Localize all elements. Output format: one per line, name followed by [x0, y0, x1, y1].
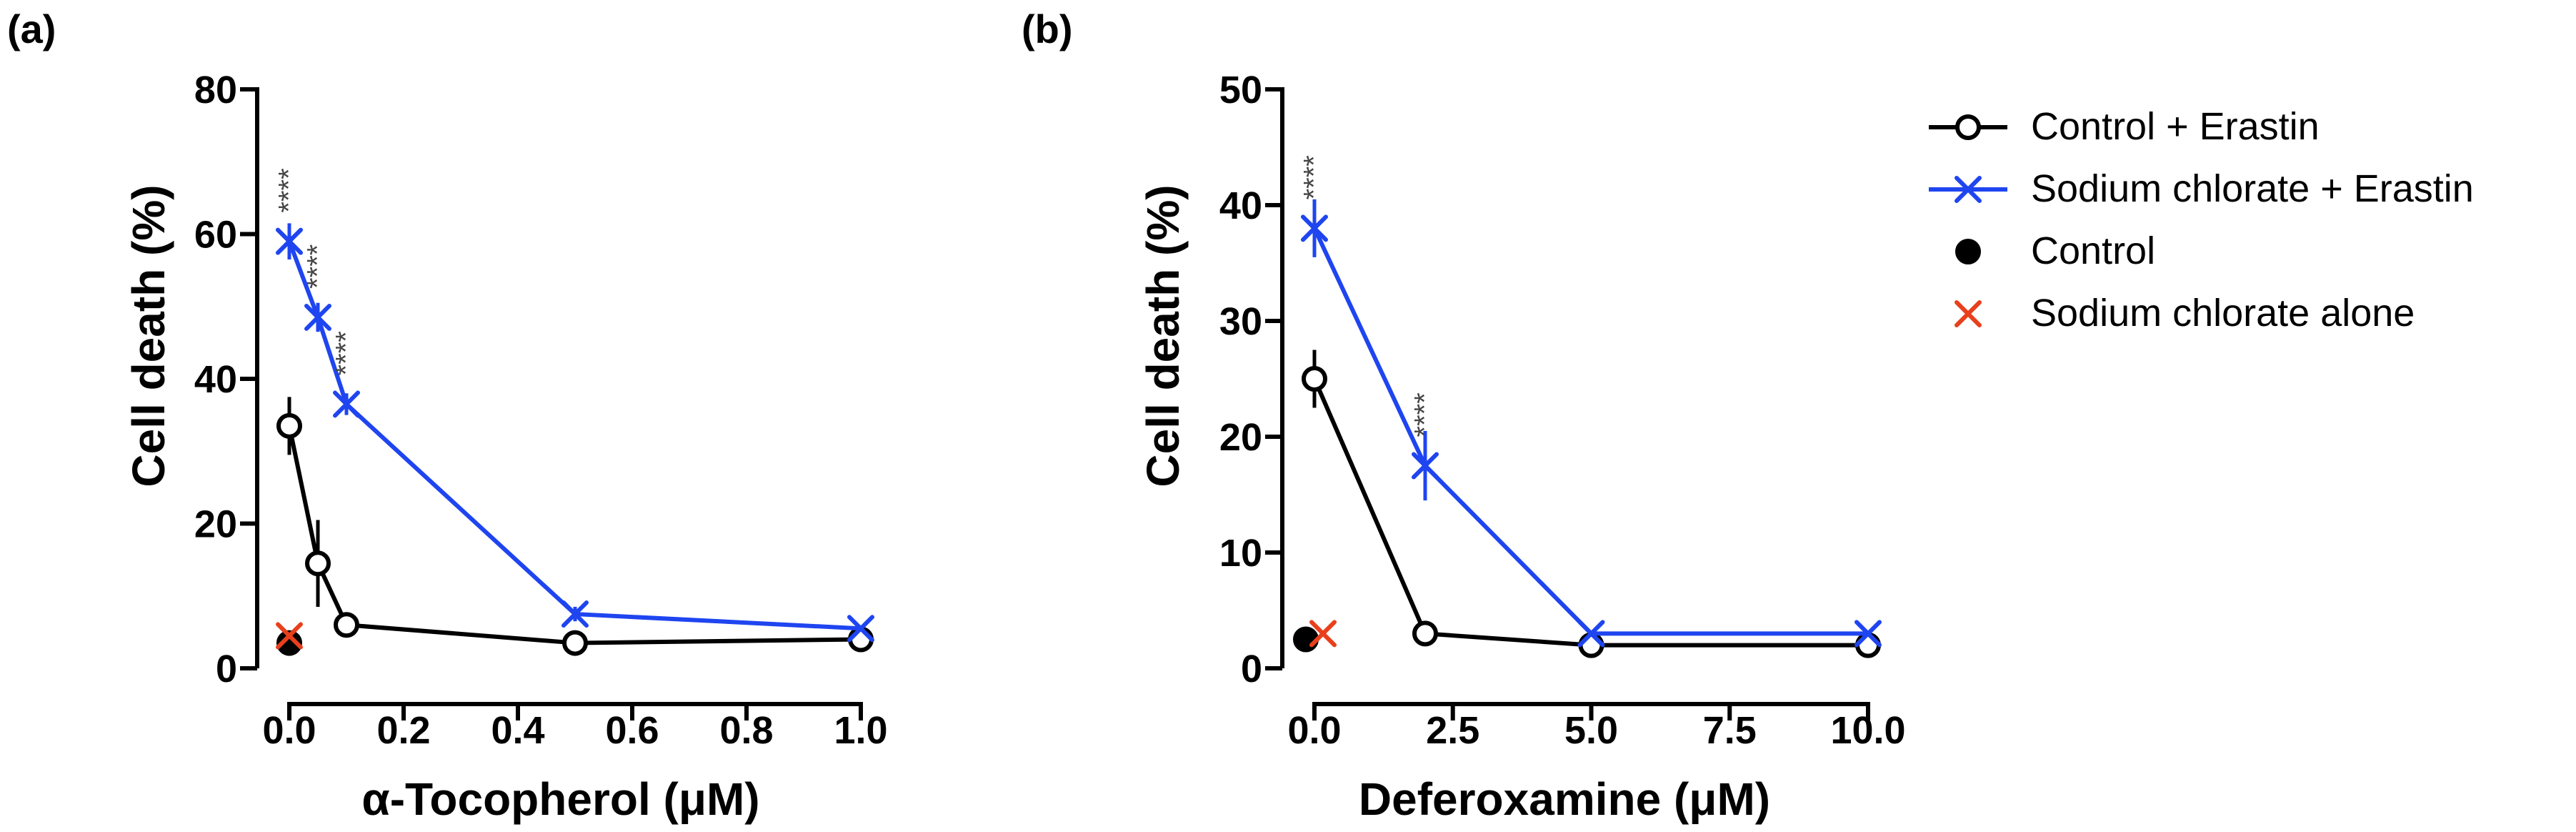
panel-b-y-tick-label: 50: [1219, 69, 1262, 112]
panel-a-x-tick-label: 0.2: [376, 709, 430, 752]
panel-b-x-tick-label: 7.5: [1703, 709, 1757, 752]
panel-b-sodium-chlorate-erastin-point-stroke-2: [1577, 620, 1605, 648]
panel-b-y-tick-label: 10: [1219, 532, 1262, 575]
panel-b-sodium-chlorate-erastin-line: [1312, 227, 1868, 636]
legend-label-control-erastin: Control + Erastin: [2031, 105, 2320, 148]
panel-a-x-tick-label: 0.4: [491, 709, 544, 752]
panel-a-significance-annotation: ****: [302, 244, 334, 289]
legend-label-sodium-chlorate-erastin: Sodium chlorate + Erastin: [2031, 167, 2474, 210]
panel-b-control-erastin-line: [1312, 377, 1868, 648]
panel-a-x-tick-label: 0.0: [262, 709, 316, 752]
panel-a: (a) Cell death (%) α-Tocopherol (μM): [7, 6, 760, 825]
legend-marker-sodium-chlorate-alone-stroke-2: [1955, 300, 1982, 327]
panel-b-x-axis-title: Deferoxamine (μM): [1359, 773, 1770, 825]
panel-a-control-erastin-point: [276, 412, 302, 439]
panel-a-sodium-chlorate-erastin-point: [304, 303, 331, 331]
panel-a-x-axis-title: α-Tocopherol (μM): [361, 773, 759, 825]
panel-b-control-erastin-point: [1578, 632, 1604, 658]
panel-a-y-tick-label: 20: [194, 503, 237, 546]
panel-b: (b) Cell death (%) Deferoxamine (μM): [1022, 6, 1770, 825]
panel-a-sodium-chlorate-erastin-point: [561, 600, 589, 628]
panel-a-control-erastin-point: [562, 630, 588, 656]
panel-b-significance-annotation: ****: [1299, 155, 1330, 199]
legend-marker-sodium-chlorate-alone: [1955, 300, 1982, 327]
panel-a-x-tick-label: 0.8: [719, 709, 773, 752]
panel-a-y-tick-label: 40: [194, 358, 237, 401]
panel-a-sodium-chlorate-erastin-point: [276, 227, 303, 255]
panel-b-control-erastin-point: [1855, 632, 1881, 658]
panel-a-y-tick-label: 60: [194, 214, 237, 257]
panel-a-y-axis-title: Cell death (%): [123, 184, 174, 487]
panel-b-sodium-chlorate-erastin-point: [1301, 214, 1328, 242]
panel-a-control-point: [276, 630, 302, 656]
legend-label-sodium-chlorate-alone: Sodium chlorate alone: [2031, 292, 2415, 335]
panel-b-sodium-chlorate-erastin-point-stroke-2: [1854, 620, 1882, 648]
panel-a-y-tick-label: 80: [194, 69, 237, 112]
legend-label-control: Control: [2031, 229, 2155, 272]
panel-b-significance-annotation: ****: [1409, 392, 1441, 437]
panel-a-x-tick-label: 0.6: [605, 709, 659, 752]
panel-a-control-erastin-point: [848, 626, 874, 653]
panel-a-plot: 0 20 40 60 80 0.0 0.2 0.4 0.6 0.8 1.0 **** **** ****: [194, 69, 888, 752]
panel-a-control-erastin-point: [334, 612, 359, 638]
legend: Control + Erastin Sodium chlorate + Eras…: [1929, 105, 2474, 335]
panel-a-sodium-chlorate-erastin-point-stroke-2: [276, 227, 303, 255]
panel-a-series-sodium-chlorate-erastin: [276, 223, 874, 643]
panel-b-series-control-erastin: [1302, 350, 1881, 658]
panel-b-y-tick-label: 30: [1219, 300, 1262, 343]
panel-b-label: (b): [1022, 6, 1073, 51]
panel-b-y-tick-label: 20: [1219, 416, 1262, 459]
panel-b-sodium-chlorate-alone-point-stroke-2: [1309, 620, 1337, 648]
legend-marker-control: [1955, 239, 1981, 264]
panel-b-sodium-chlorate-erastin-point: [1412, 452, 1439, 480]
panel-b-sodium-chlorate-erastin-point: [1577, 620, 1605, 648]
panel-b-x-tick-label: 10.0: [1830, 709, 1905, 752]
panel-b-sodium-chlorate-erastin-point-stroke-2: [1301, 214, 1328, 242]
panel-b-y-tick-label: 40: [1219, 184, 1262, 227]
panel-a-series-sodium-chlorate-alone: [276, 622, 303, 650]
panel-a-y-tick-label: 0: [216, 648, 237, 690]
panel-a-sodium-chlorate-erastin-line: [287, 240, 862, 631]
legend-marker-control-erastin: [1955, 114, 1981, 140]
panel-a-significance-annotation: ****: [274, 168, 305, 212]
panel-a-series-control-erastin: [276, 397, 874, 656]
panel-b-sodium-chlorate-erastin-point: [1854, 620, 1882, 648]
panel-b-y-tick-label: 0: [1241, 648, 1262, 690]
panel-a-sodium-chlorate-erastin-point-stroke-2: [333, 390, 360, 418]
legend-marker-sodium-chlorate-erastin-stroke-2: [1955, 176, 1982, 203]
panel-a-series-control: [276, 630, 302, 656]
legend-marker-sodium-chlorate-erastin: [1955, 176, 1982, 203]
panel-a-x-tick-label: 1.0: [834, 709, 887, 752]
panel-a-sodium-chlorate-erastin-point-stroke-2: [304, 303, 331, 331]
panel-a-label: (a): [7, 6, 56, 51]
panel-a-control-erastin-point: [305, 550, 331, 577]
panel-b-control-erastin-point: [1412, 620, 1438, 647]
panel-a-sodium-chlorate-erastin-point-stroke-2: [561, 600, 589, 628]
panel-a-significance-annotation: ****: [331, 331, 362, 375]
panel-b-plot: 0 10 20 30 40 50 0.0 2.5 5.0 7.5 10.0 **** ****: [1219, 69, 1906, 752]
panel-b-control-erastin-point: [1302, 366, 1327, 392]
panel-b-y-axis-title: Cell death (%): [1137, 184, 1189, 487]
panel-b-x-tick-label: 0.0: [1287, 709, 1341, 752]
panel-b-series-sodium-chlorate-erastin: [1301, 199, 1882, 648]
panel-b-sodium-chlorate-erastin-point-stroke-2: [1412, 452, 1439, 480]
panel-a-sodium-chlorate-alone-point-stroke-2: [276, 622, 303, 650]
panel-b-sodium-chlorate-alone-point: [1309, 620, 1337, 648]
panel-b-series-sodium-chlorate-alone: [1309, 620, 1337, 648]
panel-b-x-tick-label: 5.0: [1564, 709, 1618, 752]
panel-a-sodium-chlorate-erastin-point: [847, 615, 874, 643]
panel-b-x-tick-label: 2.5: [1426, 709, 1479, 752]
panel-a-sodium-chlorate-erastin-point-stroke-2: [847, 615, 874, 643]
panel-a-sodium-chlorate-erastin-point: [333, 390, 360, 418]
panel-a-sodium-chlorate-alone-point: [276, 622, 303, 650]
